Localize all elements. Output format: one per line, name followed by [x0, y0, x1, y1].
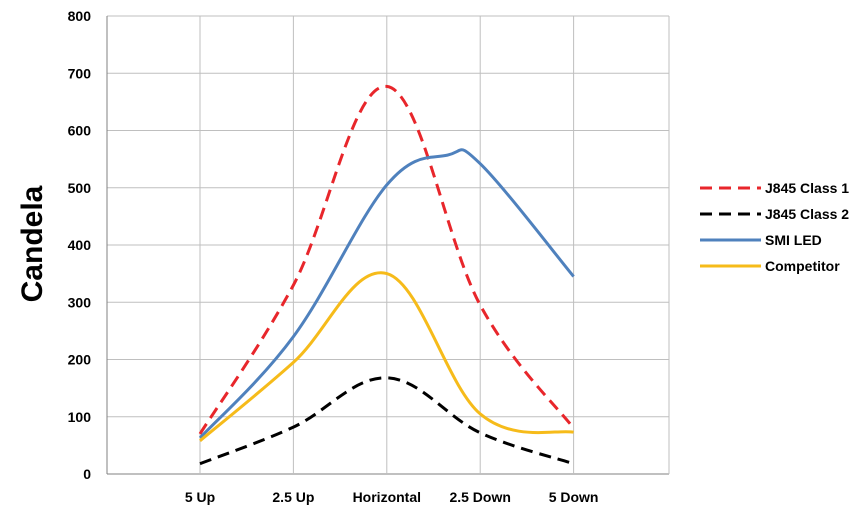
x-axis-ticks: 5 Up 2.5 Up Horizontal 2.5 Down 5 Down: [185, 489, 599, 505]
series-lines: [198, 84, 575, 466]
legend-label-competitor: Competitor: [765, 258, 840, 274]
y-tick-label: 400: [68, 237, 92, 253]
legend-label-smi-led: SMI LED: [765, 232, 822, 248]
x-tick-label: 5 Down: [549, 489, 599, 505]
y-tick-label: 100: [68, 409, 92, 425]
y-tick-label: 500: [68, 180, 92, 196]
series-line-smi-led: [198, 148, 575, 439]
x-tick-label: 5 Up: [185, 489, 215, 505]
y-axis-ticks: 0 100 200 300 400 500 600 700 800: [68, 8, 92, 482]
legend: J845 Class 1 J845 Class 2 SMI LED Competito…: [700, 180, 849, 274]
legend-label-j845-class-1: J845 Class 1: [765, 180, 849, 196]
x-tick-label: 2.5 Up: [272, 489, 314, 505]
y-tick-label: 300: [68, 294, 92, 310]
series-line-j845-class-2: [199, 376, 575, 466]
legend-label-j845-class-2: J845 Class 2: [765, 206, 849, 222]
grid: [106, 15, 670, 475]
y-axis-label: Candela: [16, 185, 49, 302]
y-tick-label: 0: [83, 466, 91, 482]
series-line-competitor: [199, 271, 574, 442]
series-line-j845-class-1: [198, 84, 575, 435]
x-tick-label: 2.5 Down: [449, 489, 510, 505]
y-tick-label: 200: [68, 352, 92, 368]
x-tick-label: Horizontal: [353, 489, 421, 505]
y-tick-label: 700: [68, 65, 92, 81]
y-tick-label: 800: [68, 8, 92, 24]
y-tick-label: 600: [68, 123, 92, 139]
